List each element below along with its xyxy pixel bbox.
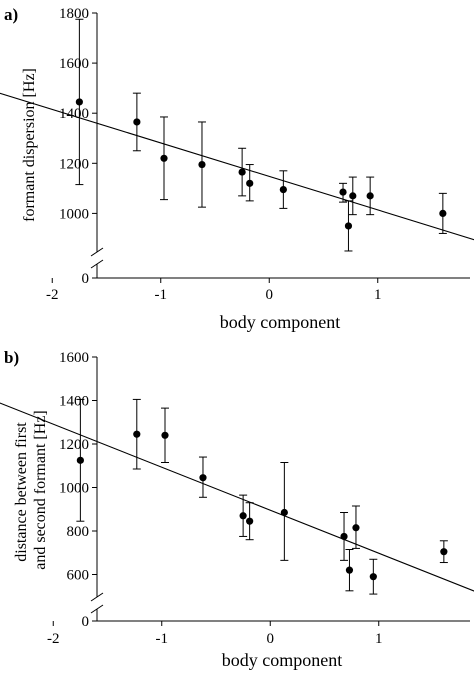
panel-b-label: b) — [4, 348, 19, 367]
panel-b-y-axis-title-line-1: distance between first — [13, 422, 30, 562]
panel-a-data-point — [349, 192, 357, 200]
panel-b-x-tick-label: -1 — [156, 631, 169, 647]
panel-a-data-point — [198, 160, 206, 169]
panel-a-data-point — [279, 186, 287, 194]
panel-a-trend-line — [0, 92, 474, 241]
panel-a-x-tick-label: -2 — [46, 287, 59, 303]
panel-b-data-point — [133, 430, 141, 438]
panel-b-y-axis-title-line-2: and second formant [Hz] — [32, 410, 49, 570]
panel-b-y-tick-label: 1200 — [59, 437, 89, 453]
panel-b-x-axis-title: body component — [222, 650, 342, 670]
panel-b-data-point — [369, 573, 377, 581]
panel-a-data-point — [238, 168, 246, 176]
panel-b-y-tick-label: 800 — [67, 524, 90, 540]
panel-a-x-axis-title: body component — [220, 312, 340, 332]
panel-b-y-axis-break-mark-2 — [90, 604, 104, 614]
panel-b-y-tick-label: 1000 — [59, 481, 89, 497]
panel-a-y-tick-label: 1800 — [59, 6, 89, 22]
panel-a-x-tick-label: 0 — [266, 287, 274, 303]
panel-b-data-point — [345, 566, 354, 574]
panel-a-data-point — [339, 188, 347, 196]
panel-a-y-tick-label: 1200 — [59, 156, 89, 172]
panel-a-y-axis-title: formant dispersion [Hz] — [21, 68, 38, 222]
panel-a-y-tick-label: 1600 — [59, 56, 89, 72]
panel-b-y-tick-label: 1400 — [59, 394, 89, 410]
panel-a-y-axis-title-line-1: formant dispersion [Hz] — [21, 68, 38, 222]
panel-b-data-point — [161, 431, 169, 439]
panel-b-x-tick-label: -2 — [47, 631, 60, 647]
panel-a-y-axis-break-mark — [90, 247, 104, 257]
panel-b: b) body component distance between first… — [0, 348, 474, 670]
panel-a-data-point — [439, 209, 447, 217]
panel-b-y-axis-title: distance between first and second forman… — [13, 410, 49, 570]
panel-b-x-tick-label: 1 — [375, 631, 383, 647]
panel-a-data-point — [344, 222, 353, 230]
panel-a-data-point — [133, 118, 141, 126]
panel-b-y-tick-label: 0 — [82, 614, 90, 630]
panel-a-y-axis-break-mark-2 — [90, 259, 104, 269]
panel-b-data-point — [199, 474, 207, 482]
panel-b-data-point — [76, 456, 84, 464]
panel-b-data-point — [440, 548, 448, 556]
panel-b-data-point — [340, 532, 348, 541]
panel-a-label: a) — [4, 5, 18, 24]
panel-a-y-tick-label: 1000 — [59, 206, 89, 222]
panel-b-y-tick-label: 600 — [67, 568, 90, 584]
panel-a-data-point — [366, 192, 374, 200]
panel-a-x-tick-label: 1 — [374, 287, 382, 303]
panel-a-data-point — [75, 98, 83, 106]
panel-a-data-point — [246, 179, 254, 187]
panel-b-data-point — [246, 517, 254, 525]
panel-b-data-point — [352, 524, 360, 532]
panel-a-data-point — [160, 154, 168, 162]
panel-b-data-point — [239, 512, 247, 520]
panel-a-x-tick-label: -1 — [155, 287, 168, 303]
panel-b-y-axis-break-mark — [90, 592, 104, 602]
panel-a: a) body component formant dispersion [Hz… — [0, 5, 474, 332]
panel-a-y-tick-label: 0 — [82, 271, 90, 287]
panel-b-y-tick-label: 1600 — [59, 350, 89, 366]
panel-b-x-tick-label: 0 — [267, 631, 275, 647]
panel-b-data-point — [280, 508, 288, 517]
